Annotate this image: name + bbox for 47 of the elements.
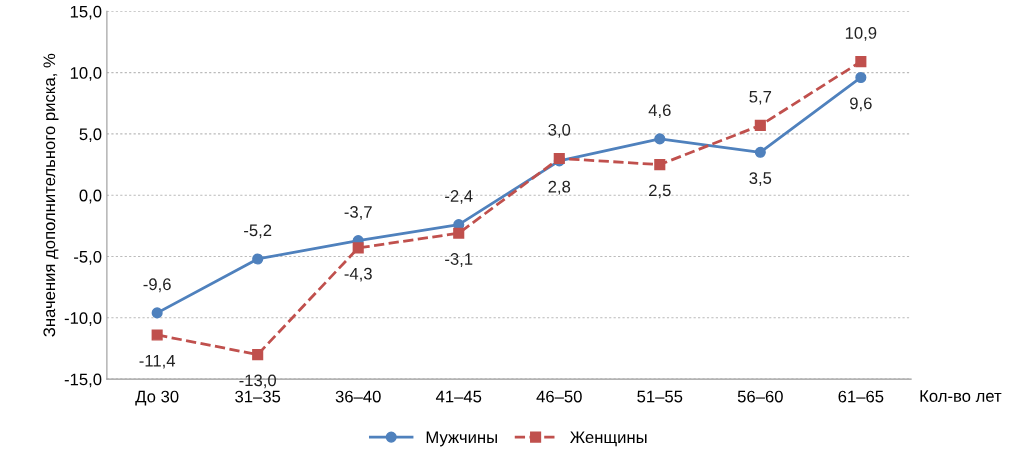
point (855, 56, 867, 68)
data-label: 9,6 (850, 97, 872, 112)
y-tick-label: 10,0 (70, 67, 102, 81)
x-tick-label: 36–40 (335, 390, 381, 403)
point (855, 71, 867, 84)
point (252, 349, 264, 361)
x-tick-label: 31–35 (235, 390, 281, 403)
point (352, 242, 364, 254)
y-tick-label: -5,0 (74, 250, 102, 265)
data-label: -11,4 (139, 355, 176, 369)
data-label: -2,4 (445, 190, 473, 204)
data-label: 2,5 (649, 184, 671, 199)
y-tick-label: 0,0 (79, 189, 102, 204)
point (453, 227, 465, 239)
point (654, 133, 666, 145)
point (151, 307, 163, 319)
data-label: 2,8 (548, 180, 571, 195)
legend-label: Женщины (570, 431, 647, 447)
data-label: 3,5 (749, 172, 772, 186)
x-tick-label: 46–50 (536, 390, 582, 403)
data-label: -3,1 (445, 253, 473, 267)
data-label: 4,6 (648, 104, 671, 119)
point (654, 159, 666, 171)
point (754, 146, 766, 158)
x-axis-title: Кол-во лет (920, 390, 1002, 402)
data-label: 5,7 (749, 90, 772, 105)
point (754, 119, 766, 131)
data-label: -5,2 (244, 224, 272, 239)
point (252, 253, 264, 265)
y-tick-label: 15,0 (70, 5, 102, 20)
x-tick-label: 61–65 (838, 390, 884, 403)
y-tick-label: -10,0 (64, 312, 102, 326)
x-tick-label: До 30 (135, 390, 179, 406)
y-axis-title: Значения дополнительного риска, % (43, 53, 59, 337)
x-tick-label: 51–55 (637, 390, 683, 403)
data-label: -9,6 (143, 278, 171, 293)
point (151, 329, 163, 341)
data-label: -3,7 (344, 206, 372, 220)
x-tick-label: 56–60 (737, 390, 783, 403)
data-label: -13,0 (239, 374, 277, 389)
legend-label: Мужчины (426, 431, 497, 447)
data-label: -4,3 (344, 267, 372, 282)
y-tick-label: -15,0 (64, 373, 102, 388)
data-label: 10,9 (845, 27, 877, 41)
data-label: 3,0 (548, 123, 571, 138)
y-tick-label: 5,0 (79, 128, 102, 143)
x-tick-label: 41–45 (435, 390, 482, 403)
